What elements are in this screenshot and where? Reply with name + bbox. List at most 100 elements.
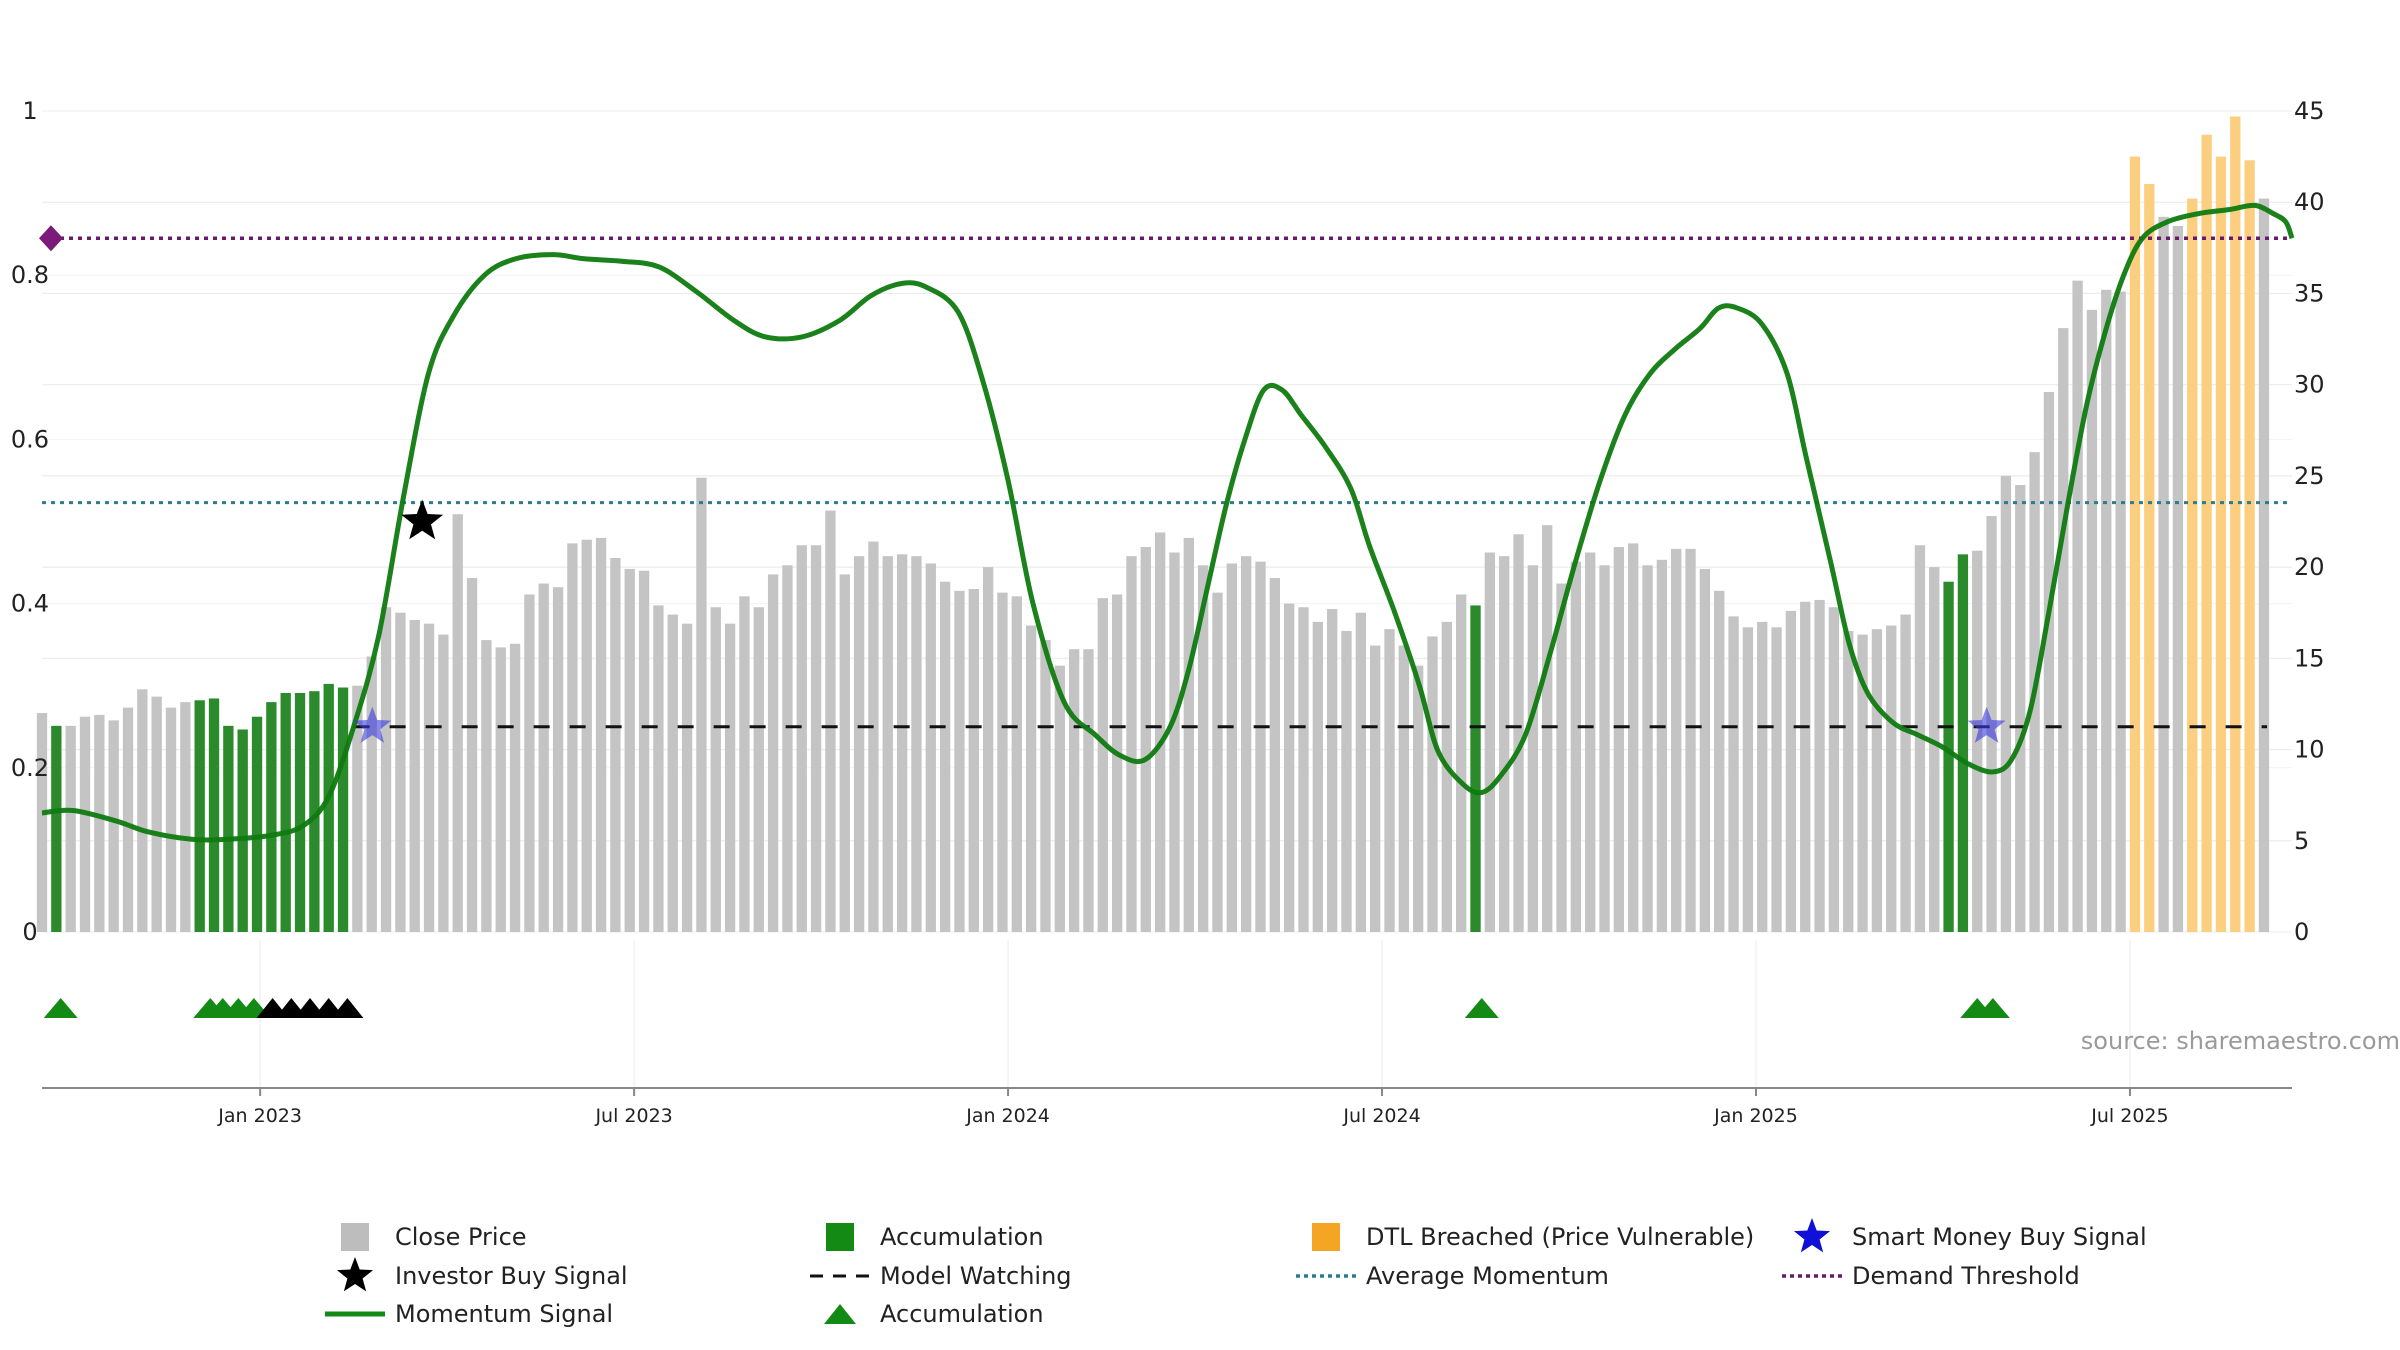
close-price-bar [1255, 561, 1266, 932]
close-price-bar [1656, 559, 1668, 932]
close-price-bar [36, 713, 48, 932]
close-price-bar [552, 587, 564, 932]
accumulation-bar [1470, 605, 1481, 932]
accumulation-bar [266, 702, 277, 932]
close-price-bar [108, 720, 119, 932]
close-price-bar [524, 594, 535, 932]
reference-lines [39, 225, 2292, 729]
close-price-bar [1068, 649, 1080, 932]
close-price-bar [2101, 289, 2112, 933]
legend-swatch-accumulation-triangle [824, 1304, 856, 1324]
legend-swatch-investor-buy [336, 1257, 374, 1292]
close-price-bar [610, 557, 621, 932]
accumulation-bar [337, 687, 349, 932]
x-axis-tick-label: Jan 2023 [217, 1105, 302, 1127]
dtl-breached-bar [2201, 134, 2212, 932]
close-price-bar [882, 556, 893, 932]
close-price-bar [2172, 225, 2184, 932]
close-price-bar [366, 656, 377, 932]
right-axis-tick-label: 40 [2294, 188, 2325, 216]
legend-swatch-smart-money [1793, 1218, 1831, 1253]
close-price-bar [1111, 594, 1123, 932]
legend-label: DTL Breached (Price Vulnerable) [1366, 1223, 1754, 1251]
close-price-bar [352, 685, 363, 932]
right-axis-tick-label: 30 [2294, 371, 2325, 399]
accumulation-bar [51, 725, 62, 932]
close-price-bar [509, 643, 521, 932]
close-price-bar [151, 696, 162, 932]
close-price-bar [1585, 552, 1596, 932]
close-price-bar [1341, 630, 1352, 932]
close-price-bar [1671, 548, 1682, 932]
accumulation-bar [223, 725, 234, 932]
close-price-bar [667, 614, 678, 932]
close-price-bar [180, 702, 191, 932]
close-price-bar [567, 543, 578, 932]
close-price-bar [1642, 565, 1653, 932]
close-price-bar [1040, 640, 1051, 932]
close-price-bar [1742, 627, 1754, 932]
close-price-bar [395, 612, 406, 932]
legend-label: Smart Money Buy Signal [1852, 1223, 2147, 1251]
close-price-bar [1556, 583, 1567, 932]
close-price-bar [1126, 556, 1137, 932]
close-price-bar [653, 605, 664, 932]
right-axis-tick-label: 15 [2294, 644, 2325, 672]
close-price-bar [1757, 621, 1768, 932]
close-price-bar [438, 634, 449, 932]
close-price-bar [1972, 550, 1983, 932]
close-price-bar [1169, 552, 1180, 932]
left-axis-tick-label: 0 [22, 918, 37, 946]
close-price-bar [782, 565, 793, 932]
dtl-breached-bar [2244, 160, 2255, 932]
close-price-bar [1613, 547, 1625, 932]
close-price-bar [868, 541, 879, 932]
close-price-bar [1857, 634, 1868, 932]
x-axis-tick-label: Jul 2023 [594, 1105, 672, 1127]
close-price-bar [1728, 616, 1739, 932]
legend-swatch-accumulation [826, 1223, 854, 1251]
close-price-bar [2072, 280, 2083, 932]
close-price-bar [982, 567, 994, 932]
accumulation-bar [323, 683, 334, 932]
demand-threshold-marker [39, 225, 63, 252]
close-price-bar [954, 590, 965, 932]
x-axis-tick-label: Jan 2025 [1713, 1105, 1798, 1127]
close-price-bar [1355, 612, 1366, 932]
right-axis-tick-label: 10 [2294, 736, 2325, 764]
legend-label: Momentum Signal [395, 1300, 613, 1328]
close-price-bar [825, 510, 836, 932]
close-price-bar [1197, 565, 1209, 932]
close-price-bar [1843, 630, 1854, 932]
close-price-bar [1714, 590, 1725, 932]
close-price-bar [724, 623, 736, 932]
close-price-bar [2043, 391, 2055, 932]
close-price-bar [452, 514, 463, 932]
accumulation-bar [1943, 581, 1954, 932]
accumulation-bar [237, 729, 248, 932]
close-price-bar [1269, 578, 1280, 932]
close-price-bar [1599, 565, 1610, 932]
close-price-bar [810, 545, 822, 932]
close-price-bar [1814, 599, 1825, 932]
close-price-bar [2058, 328, 2069, 932]
close-price-bar [739, 596, 750, 932]
close-price-bar [1685, 548, 1696, 932]
close-price-bar [1542, 525, 1553, 932]
close-price-bar [1413, 665, 1424, 932]
close-price-bar [1570, 561, 1582, 932]
accumulation-triangle-marker [1975, 998, 2010, 1018]
close-price-bar [409, 620, 420, 932]
close-price-bar [495, 647, 506, 932]
signal-markers [43, 499, 2010, 1018]
legend-label: Average Momentum [1366, 1262, 1609, 1290]
close-price-bar [2158, 216, 2169, 933]
legend-swatch-dtl-breached [1312, 1223, 1340, 1251]
close-price-bar [925, 563, 936, 932]
close-price-bar [1929, 567, 1940, 932]
right-axis-tick-label: 0 [2294, 918, 2309, 946]
legend: Close Price Accumulation DTL Breached (Pri… [325, 1218, 2147, 1328]
close-price-bar [681, 623, 693, 932]
close-price-bar [839, 574, 850, 932]
accumulation-bar [251, 716, 263, 932]
